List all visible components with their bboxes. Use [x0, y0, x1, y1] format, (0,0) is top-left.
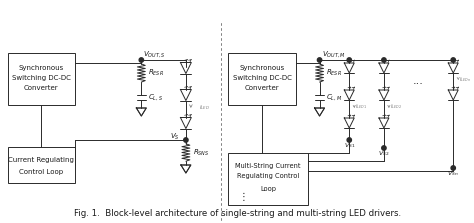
Text: Control Loop: Control Loop — [19, 169, 64, 175]
Circle shape — [184, 138, 188, 142]
Text: Switching DC-DC: Switching DC-DC — [12, 75, 71, 81]
Polygon shape — [137, 108, 146, 116]
Text: $C_{L,M}$: $C_{L,M}$ — [327, 92, 343, 102]
Text: Synchronous: Synchronous — [18, 65, 64, 70]
Text: Current Regulating: Current Regulating — [9, 157, 74, 163]
Text: $R_{SNS}$: $R_{SNS}$ — [193, 147, 210, 158]
Circle shape — [382, 58, 386, 62]
Circle shape — [347, 58, 351, 62]
Text: Converter: Converter — [24, 85, 59, 91]
Text: $R_{ESR}$: $R_{ESR}$ — [327, 68, 343, 78]
Bar — [8, 147, 75, 183]
Text: Multi-String Current: Multi-String Current — [235, 163, 301, 169]
Text: ...: ... — [413, 76, 424, 87]
Circle shape — [318, 58, 322, 62]
Text: $I_{LED2}$: $I_{LED2}$ — [390, 103, 402, 112]
Text: $V_S$: $V_S$ — [170, 132, 180, 142]
Bar — [8, 53, 75, 105]
Text: $I_{LED1}$: $I_{LED1}$ — [355, 103, 367, 112]
Bar — [228, 53, 296, 105]
Text: ⋮: ⋮ — [238, 192, 248, 202]
Text: $V_{OUT,S}$: $V_{OUT,S}$ — [143, 49, 166, 59]
Circle shape — [451, 166, 456, 170]
Text: $V_{OUT,M}$: $V_{OUT,M}$ — [321, 49, 346, 59]
Text: Loop: Loop — [260, 186, 276, 192]
Circle shape — [451, 58, 456, 62]
Text: Fig. 1.  Block-level architecture of single-string and multi-string LED drivers.: Fig. 1. Block-level architecture of sing… — [74, 209, 401, 219]
Bar — [228, 153, 308, 205]
Text: $C_{L,S}$: $C_{L,S}$ — [148, 92, 164, 102]
Polygon shape — [315, 108, 325, 116]
Text: Synchronous: Synchronous — [239, 65, 285, 70]
Text: $V_{S2}$: $V_{S2}$ — [378, 150, 390, 159]
Circle shape — [382, 146, 386, 150]
Text: Regulating Control: Regulating Control — [237, 173, 299, 179]
Text: Switching DC-DC: Switching DC-DC — [233, 75, 292, 81]
Text: $V_{S1}$: $V_{S1}$ — [344, 142, 355, 151]
Text: $V_{Sn}$: $V_{Sn}$ — [447, 169, 459, 178]
Text: $R_{ESR}$: $R_{ESR}$ — [148, 68, 164, 78]
Circle shape — [347, 138, 351, 142]
Text: $I_{LED}$: $I_{LED}$ — [199, 103, 210, 112]
Text: $I_{LEDn}$: $I_{LEDn}$ — [459, 75, 471, 84]
Polygon shape — [181, 165, 191, 173]
Circle shape — [139, 58, 144, 62]
Text: Converter: Converter — [245, 85, 280, 91]
